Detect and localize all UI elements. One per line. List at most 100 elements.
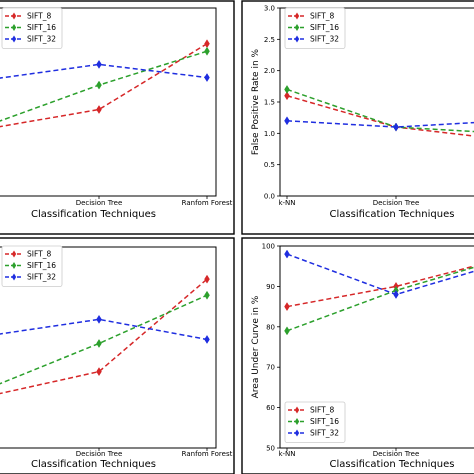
- legend-label: SIFT_32: [27, 35, 56, 44]
- legend-label: SIFT_8: [27, 12, 51, 21]
- y-tick-label: 70: [266, 364, 275, 372]
- data-point-marker: [96, 80, 102, 90]
- series-line-sift-8: [0, 43, 208, 128]
- series-group: [0, 274, 210, 395]
- y-tick-label: 3.0: [264, 5, 275, 13]
- legend-label: SIFT_32: [27, 273, 56, 282]
- legend-label: SIFT_8: [310, 406, 334, 415]
- data-point-marker: [96, 105, 102, 114]
- panel-frame-top-left: [0, 0, 235, 235]
- y-tick-label: 2.0: [264, 67, 275, 75]
- y-tick-label: 2.5: [264, 36, 275, 44]
- data-point-marker: [284, 91, 290, 101]
- legend-label: SIFT_16: [310, 23, 339, 32]
- legend-label: SIFT_16: [310, 417, 339, 426]
- subplot-2: 0.0 0.5 1.0 1.5 2.0 2.5 3.0 k-NN Decision Tree Cl…: [251, 5, 474, 220]
- y-axis-label: Area Under Curve in %: [251, 295, 261, 398]
- legend-marker: [11, 35, 17, 43]
- series-line-sift-8: [0, 278, 208, 395]
- x-tick-label: Ranfom Forest: [182, 450, 233, 458]
- plot-area-frame: [279, 245, 474, 449]
- legend-marker: [294, 406, 300, 414]
- subplot-1: Decision Tree Ranfom Forest Classification…: [0, 7, 233, 220]
- data-point-marker: [204, 274, 210, 284]
- plot-area-frame: [0, 7, 217, 197]
- data-point-marker: [393, 122, 399, 132]
- y-axis-label: False Positive Rate in %: [251, 48, 261, 155]
- x-axis-label: Classification Techniques: [330, 459, 455, 470]
- x-tick-label: Decision Tree: [373, 450, 420, 458]
- data-point-marker: [393, 290, 399, 299]
- series-group: [0, 39, 210, 128]
- legend: SIFT_8 SIFT_16 SIFT_32: [1, 245, 63, 287]
- legend: SIFT_8 SIFT_16 SIFT_32: [1, 7, 63, 49]
- x-tick-label: Ranfom Forest: [182, 199, 233, 207]
- legend-label: SIFT_16: [27, 261, 56, 270]
- panel-frame-bottom-right: [241, 237, 474, 474]
- legend-label: SIFT_8: [310, 12, 334, 21]
- y-tick-label: 1.0: [264, 130, 275, 138]
- legend: SIFT_8 SIFT_16 SIFT_32: [284, 401, 346, 443]
- panel-frame-bottom-left: [0, 237, 235, 474]
- x-tick-label: k-NN: [278, 199, 295, 207]
- series-line-sift-8: [286, 95, 474, 137]
- y-tick-label: 0.5: [264, 161, 275, 169]
- series-group: [284, 249, 474, 336]
- series-line-sift-32: [286, 253, 474, 296]
- x-axis-label: Classification Techniques: [31, 209, 156, 220]
- data-point-marker: [284, 302, 290, 312]
- legend-marker: [11, 273, 17, 281]
- x-tick-label: Decision Tree: [76, 199, 123, 207]
- legend-label: SIFT_32: [310, 429, 339, 438]
- y-tick-label: 80: [266, 323, 275, 331]
- series-line-sift-32: [0, 63, 208, 79]
- subplot-3: Decision Tree Ranfom Forest Classification…: [0, 245, 233, 470]
- legend-marker: [294, 418, 300, 425]
- legend-marker: [11, 262, 17, 269]
- data-point-marker: [204, 290, 210, 300]
- data-point-marker: [204, 334, 210, 344]
- data-point-marker: [204, 73, 210, 83]
- data-point-marker: [284, 326, 290, 336]
- y-tick-label: 0.0: [264, 193, 275, 201]
- y-tick-label: 50: [266, 445, 275, 453]
- series-line-sift-16: [286, 88, 474, 133]
- series-group: [284, 84, 474, 137]
- data-point-marker: [96, 339, 102, 348]
- legend-marker: [11, 12, 17, 20]
- y-tick-label: 1.5: [264, 99, 275, 107]
- plot-area-frame: [0, 246, 217, 449]
- legend-label: SIFT_16: [27, 23, 56, 32]
- series-line-sift-16: [0, 294, 208, 385]
- y-tick-label: 90: [266, 283, 275, 291]
- x-tick-label: Decision Tree: [373, 199, 420, 207]
- subplot-4: 50 60 70 80 90 100 k-NN Decision TreeClassifica…: [251, 243, 474, 470]
- data-point-marker: [96, 314, 102, 324]
- y-tick-label: 60: [266, 404, 275, 412]
- data-point-marker: [96, 367, 102, 377]
- legend-marker: [294, 35, 300, 43]
- y-tick-label: 100: [262, 243, 275, 251]
- legend-marker: [11, 250, 17, 258]
- series-line-sift-32: [0, 318, 208, 341]
- data-point-marker: [204, 46, 210, 56]
- series-line-sift-8: [286, 265, 474, 308]
- legend-label: SIFT_8: [27, 250, 51, 259]
- data-point-marker: [204, 39, 210, 49]
- data-point-marker: [284, 116, 290, 126]
- legend-marker: [294, 12, 300, 20]
- x-axis-label: Classification Techniques: [330, 209, 455, 220]
- legend: SIFT_8 SIFT_16 SIFT_32: [284, 7, 346, 49]
- x-tick-label: k-NN: [278, 450, 295, 458]
- legend-marker: [294, 429, 300, 437]
- legend-marker: [11, 24, 17, 31]
- data-point-marker: [284, 249, 290, 259]
- legend-label: SIFT_32: [310, 35, 339, 44]
- x-axis-label: Classification Techniques: [31, 459, 156, 470]
- x-tick-label: Decision Tree: [76, 450, 123, 458]
- data-point-marker: [284, 84, 290, 94]
- legend-marker: [294, 24, 300, 31]
- data-point-marker: [96, 59, 102, 69]
- panel-frame-top-right: [241, 0, 474, 235]
- series-line-sift-16: [286, 266, 474, 332]
